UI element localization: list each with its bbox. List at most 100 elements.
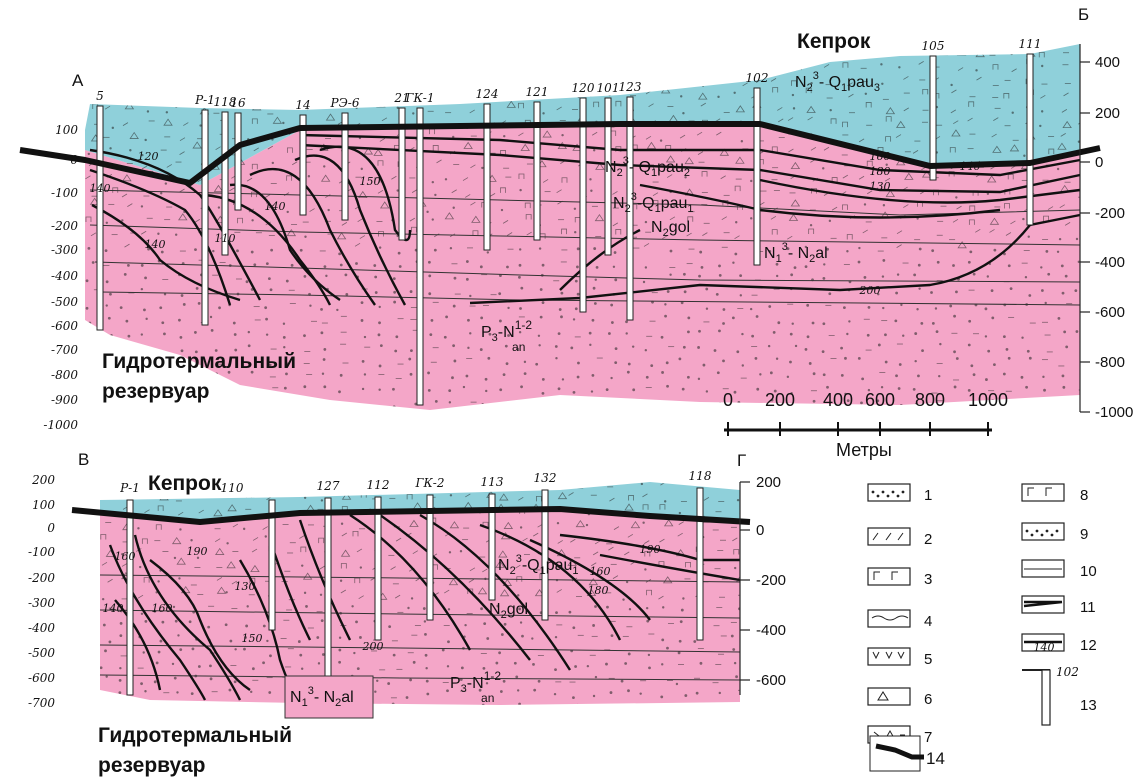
legend-item-label: 4 [924, 613, 932, 630]
elevation-tick-label: -200 [1095, 205, 1125, 222]
formation-label: N13- N2al [290, 685, 354, 709]
elevation-tick-label: -1000 [1095, 404, 1133, 421]
well-number: 105 [922, 39, 945, 53]
legend-swatch-3 [867, 567, 911, 586]
elevation-tick-label: -400 [1095, 254, 1125, 271]
formation-label: N23-Q1pau1 [613, 191, 694, 215]
well-bore [221, 111, 229, 256]
reservoir-label-top-1: Гидротермальный [102, 350, 296, 373]
well-bore [268, 499, 276, 631]
well-bore [604, 97, 612, 256]
legend-swatch-14 [869, 735, 924, 772]
isoline-label: 140 [265, 200, 286, 213]
reservoir-label-top-2: резервуар [102, 380, 209, 403]
well-bore [126, 499, 134, 696]
depth-tick-label: -500 [51, 295, 78, 309]
elevation-tick-label: -800 [1095, 354, 1125, 371]
isoline-label: 140 [960, 160, 981, 173]
well-bore [929, 55, 937, 181]
well-number: 112 [367, 478, 390, 492]
depth-tick-label: -800 [51, 368, 78, 382]
well-number: 14 [295, 98, 310, 112]
elevation-tick-label: -600 [756, 672, 786, 689]
reservoir-label-bottom-1: Гидротермальный [98, 724, 292, 747]
well-bore [324, 497, 332, 681]
isoline-label: 190 [187, 545, 208, 558]
well-bore [753, 87, 761, 266]
elevation-tick-label: 200 [1095, 105, 1120, 122]
legend-swatch-1 [867, 483, 911, 502]
well-number: 21 [393, 91, 409, 105]
well-number: ГК-2 [415, 476, 445, 490]
well-bore [533, 101, 541, 241]
well-number: 132 [534, 471, 557, 485]
scale-tick-label: 200 [765, 390, 795, 410]
legend-item-label: 9 [1080, 526, 1088, 543]
depth-tick-label: -300 [51, 243, 78, 257]
left-axis-top: 100 0 -100 -200 -300 -400 -500 -600 -700 -800 -900… [43, 123, 78, 432]
section-corner-v: В [78, 450, 89, 469]
well-number: 16 [230, 96, 246, 110]
legend-swatch-11 [1021, 595, 1065, 614]
elevation-tick-label: 0 [756, 522, 764, 539]
section-corner-a: А [72, 71, 84, 90]
isoline-label: 110 [215, 232, 236, 245]
isoline-label: 160 [590, 565, 611, 578]
formation-label: N23-Q1pau1 [498, 553, 579, 577]
isoline-label: 140 [90, 182, 111, 195]
legend-item-label: 1 [924, 487, 932, 504]
depth-tick-label: -600 [51, 319, 78, 333]
formation-label: N2gol [651, 219, 690, 239]
legend-swatch-8 [1021, 483, 1065, 502]
well-bore [483, 103, 491, 251]
legend-swatch-6 [867, 687, 911, 706]
well-bore [696, 487, 704, 641]
formation-label: N2gol [489, 601, 528, 621]
legend-item-label: 6 [924, 691, 932, 708]
isoline-label: 140 [145, 238, 166, 251]
legend-well-sample: 102 [1056, 665, 1079, 679]
well-bore [426, 494, 434, 621]
depth-tick-label: 0 [70, 153, 78, 167]
caprock-label-bottom: Кепрок [148, 472, 222, 495]
well-number: ГК-1 [405, 91, 435, 105]
well-number: 101 [597, 81, 620, 95]
depth-tick-label: -900 [51, 393, 78, 407]
wells-top [96, 53, 1034, 406]
legend-swatch-13 [1022, 669, 1051, 726]
well-number: 113 [481, 475, 504, 489]
caprock-boundary [19, 121, 1101, 186]
legend-swatch-2 [867, 527, 911, 546]
reservoir-label-bottom-2: резервуар [98, 754, 205, 777]
isoline-label: 200 [362, 640, 384, 653]
formation-box [284, 675, 374, 719]
left-axis-bottom: 200 100 0 -100 -200 -300 -400 -500 -600 -700 [28, 473, 55, 710]
isoline-label: 160 [870, 150, 891, 163]
well-number: Р-1 [194, 93, 215, 107]
depth-tick-label: -200 [51, 219, 78, 233]
well-number: 124 [476, 87, 499, 101]
legend-item-label: 13 [1080, 697, 1097, 714]
legend-item-label: 7 [924, 729, 932, 746]
well-number: 123 [619, 80, 642, 94]
legend-item-label: 12 [1080, 637, 1097, 654]
well-numbers-bottom: Р-1 110 127 112 ГК-2 113 132 118 [119, 469, 712, 495]
legend-swatch-5 [867, 647, 911, 666]
formation-label: N23- Q1pau2 [605, 155, 690, 179]
depth-tick-label: 100 [32, 498, 55, 512]
formation-label: P3-N1-2 an [450, 669, 501, 705]
depth-tick-label: -700 [51, 343, 78, 357]
formation-label: N13- N2al [764, 241, 828, 265]
isoline-label: 120 [138, 150, 159, 163]
well-number: РЭ-6 [330, 96, 360, 110]
depth-tick-label: -1000 [43, 418, 78, 432]
isoline-label: 180 [870, 165, 891, 178]
isoline-labels-bottom: 160 140 160 130 150 190 160 180 190 200 [103, 543, 661, 653]
depth-tick-label: -200 [28, 571, 55, 585]
section-corner-b: Б [1078, 5, 1089, 24]
scale-tick-label: 600 [865, 390, 895, 410]
depth-tick-label: 0 [47, 521, 55, 535]
